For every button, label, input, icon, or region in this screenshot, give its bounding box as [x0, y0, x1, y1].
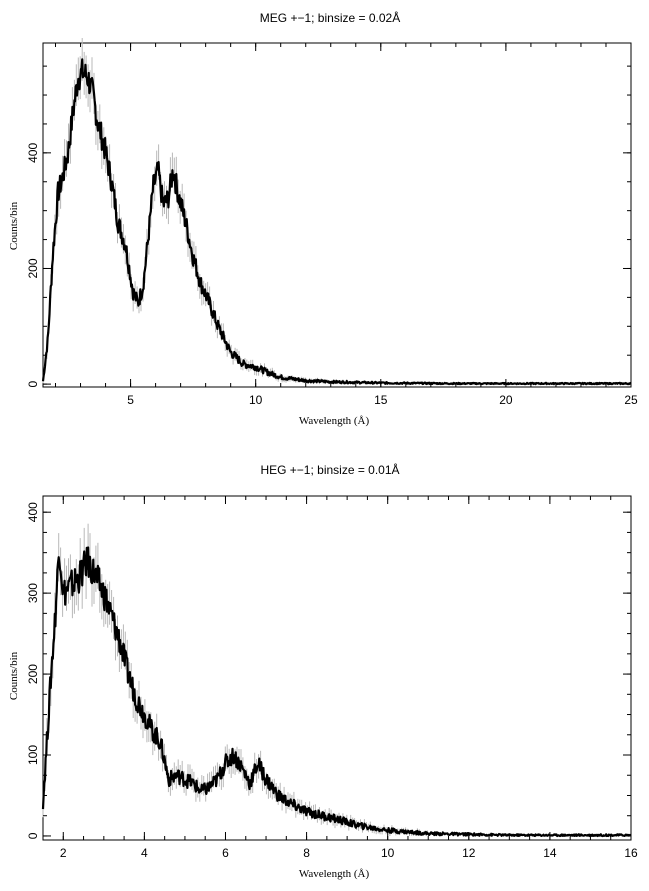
- heg-y-tick-label: 300: [26, 583, 40, 603]
- meg-x-tick-label: 15: [374, 393, 388, 407]
- meg-panel: MEG +−1; binsize = 0.02Å 5 10 15 20 25 0 200 40…: [8, 10, 638, 427]
- meg-y-axis-label: Counts/bin: [8, 201, 20, 250]
- meg-x-tick-label: 10: [249, 393, 263, 407]
- meg-plot-frame: [42, 42, 632, 388]
- heg-x-tick-label: 2: [60, 846, 67, 860]
- meg-x-tick-label: 25: [624, 393, 638, 407]
- meg-chart-title: MEG +−1; binsize = 0.02Å: [260, 10, 400, 25]
- heg-x-tick-label: 12: [462, 846, 476, 860]
- heg-y-axis-label: Counts/bin: [8, 651, 20, 700]
- heg-y-tick-label: 100: [26, 745, 40, 765]
- heg-series-line: [41, 546, 632, 838]
- heg-x-tick-label: 10: [381, 846, 395, 860]
- meg-axis-ticks: 5 10 15 20 25 0 200 400: [26, 43, 638, 407]
- heg-x-tick-label: 14: [543, 846, 557, 860]
- heg-chart-title: HEG +−1; binsize = 0.01Å: [260, 462, 399, 477]
- heg-error-bars: [42, 523, 428, 836]
- heg-x-tick-label: 16: [624, 846, 638, 860]
- meg-y-tick-label: 200: [26, 258, 40, 278]
- meg-x-axis-label: Wavelength (Å): [299, 415, 370, 427]
- heg-y-tick-label: 0: [26, 832, 40, 839]
- meg-x-tick-label: 20: [499, 393, 513, 407]
- heg-x-tick-label: 6: [222, 846, 229, 860]
- heg-axis-ticks: 2 4 6 8 10 12 14 16 0 100 200 300 400: [26, 496, 638, 860]
- meg-series-line: [41, 58, 632, 386]
- heg-panel: HEG +−1; binsize = 0.01Å 2 4 6 8 10 12 14 16 0 10…: [8, 462, 638, 880]
- heg-x-tick-label: 4: [141, 846, 148, 860]
- meg-y-tick-label: 0: [26, 380, 40, 387]
- meg-y-tick-label: 400: [26, 143, 40, 163]
- heg-y-tick-label: 200: [26, 664, 40, 684]
- heg-plot-frame: [42, 495, 632, 841]
- heg-y-tick-label: 400: [26, 502, 40, 522]
- heg-x-tick-label: 8: [303, 846, 310, 860]
- meg-x-tick-label: 5: [127, 393, 134, 407]
- heg-x-axis-label: Wavelength (Å): [299, 868, 370, 880]
